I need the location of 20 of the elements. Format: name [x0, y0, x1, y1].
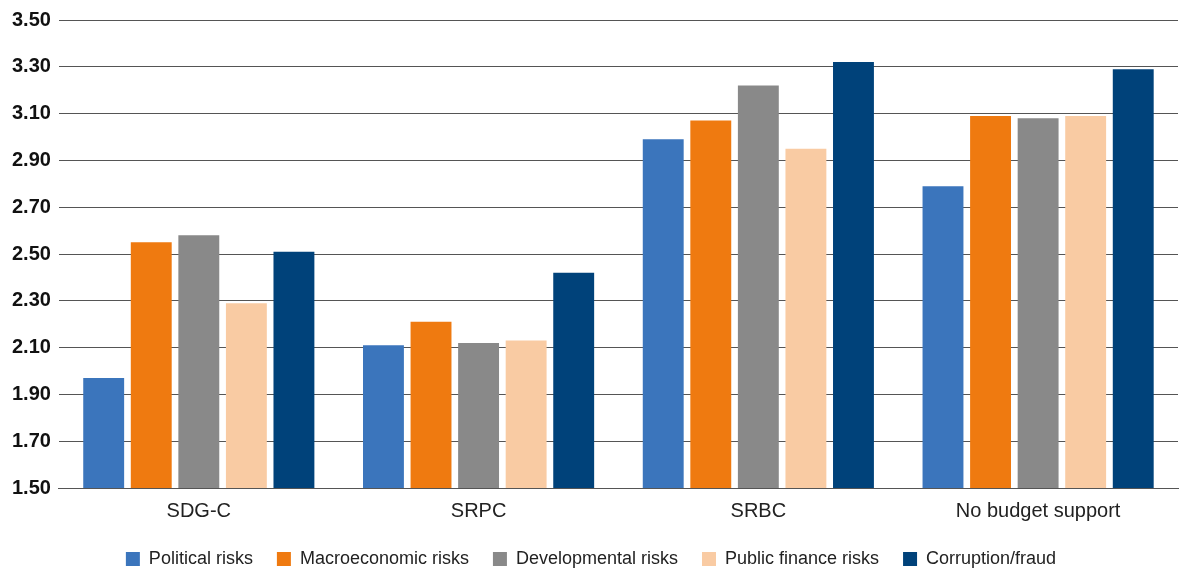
- x-tick-label: SDG-C: [166, 498, 232, 521]
- y-tick-label: 2.10: [11, 335, 51, 358]
- y-tick-label: 3.10: [11, 101, 51, 124]
- y-tick-label: 2.90: [11, 147, 51, 170]
- legend-label: Corruption/fraud: [926, 547, 1057, 568]
- legend-label: Political risks: [148, 547, 253, 568]
- legend-label: Public finance risks: [724, 547, 880, 568]
- x-tick-label: No budget support: [955, 498, 1121, 521]
- y-tick-label: 2.30: [11, 288, 51, 311]
- y-tick-label: 2.50: [11, 241, 51, 264]
- x-tick-label: SRBC: [730, 498, 787, 521]
- y-tick-label: 3.30: [11, 54, 51, 77]
- y-tick-label: 1.50: [11, 475, 51, 498]
- y-tick-label: 1.90: [11, 381, 51, 404]
- x-tick-label: SRPC: [450, 498, 507, 521]
- legend-label: Macroeconomic risks: [299, 547, 469, 568]
- y-tick-label: 2.70: [11, 194, 51, 217]
- legend-label: Developmental risks: [515, 547, 678, 568]
- y-tick-label: 1.70: [11, 428, 51, 451]
- y-tick-label: 3.50: [11, 7, 51, 30]
